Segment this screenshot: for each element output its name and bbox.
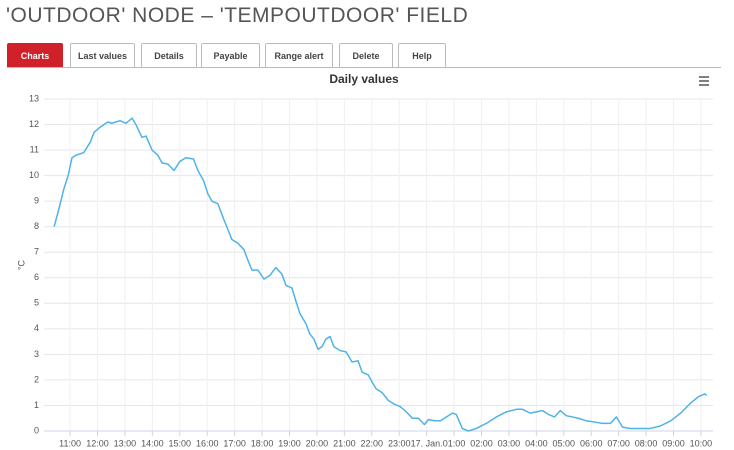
x-tick-label: 10:00 [690, 438, 713, 448]
x-tick-label: 21:00 [333, 438, 356, 448]
x-tick-label: 22:00 [361, 438, 384, 448]
tab[interactable]: Last values [70, 43, 135, 67]
x-tick-label: 09:00 [662, 438, 685, 448]
x-tick-label: 17:00 [223, 438, 246, 448]
x-tick-label: 15:00 [169, 438, 192, 448]
tab[interactable]: Details [141, 43, 197, 67]
menu-button[interactable] [697, 74, 711, 88]
chart-title: Daily values [329, 72, 399, 86]
y-tick-label: 0 [34, 425, 39, 435]
y-tick-label: 3 [34, 349, 39, 359]
y-tick-label: 12 [29, 119, 39, 129]
x-tick-label: 03:00 [498, 438, 521, 448]
x-tick-label: 02:00 [470, 438, 493, 448]
x-tick-label: 16:00 [196, 438, 219, 448]
x-tick-label: 23:00 [388, 438, 411, 448]
x-tick-label: 01:00 [443, 438, 466, 448]
x-tick-label: 05:00 [553, 438, 576, 448]
y-tick-label: 13 [29, 93, 39, 103]
y-tick-label: 7 [34, 247, 39, 257]
x-tick-label: 04:00 [525, 438, 548, 448]
y-tick-label: 1 [34, 400, 39, 410]
y-tick-label: 2 [34, 374, 39, 384]
x-tick-label: 14:00 [141, 438, 164, 448]
data-line [53, 117, 708, 432]
y-tick-label: 8 [34, 221, 39, 231]
x-tick-label: 20:00 [306, 438, 329, 448]
y-tick-label: 11 [30, 144, 39, 154]
tab[interactable]: Range alert [265, 43, 333, 67]
x-tick-label: 17. Jan. [411, 438, 443, 448]
tab-divider [7, 67, 721, 68]
x-tick-label: 13:00 [114, 438, 137, 448]
x-tick-label: 18:00 [251, 438, 274, 448]
y-tick-label: 4 [34, 323, 39, 333]
x-tick-label: 06:00 [580, 438, 603, 448]
y-tick-label: 5 [34, 298, 39, 308]
tab[interactable]: Charts [7, 43, 63, 67]
y-tick-label: 6 [34, 272, 39, 282]
x-tick-label: 19:00 [278, 438, 301, 448]
x-tick-label: 11:00 [59, 438, 81, 448]
x-tick-label: 12:00 [86, 438, 109, 448]
y-axis-label: °C [16, 259, 26, 270]
y-tick-label: 10 [29, 170, 39, 180]
tab[interactable]: Payable [201, 43, 260, 67]
x-tick-label: 08:00 [635, 438, 658, 448]
tab[interactable]: Help [398, 43, 446, 67]
page-title: 'OUTDOOR' NODE – 'TEMPOUTDOOR' FIELD [6, 4, 469, 27]
x-tick-label: 07:00 [607, 438, 630, 448]
tab[interactable]: Delete [339, 43, 393, 67]
y-tick-label: 9 [34, 196, 39, 206]
